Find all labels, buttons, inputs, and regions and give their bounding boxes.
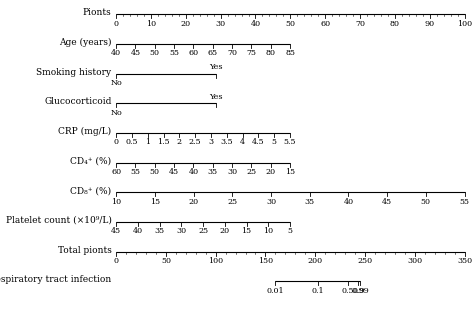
Text: Yes: Yes xyxy=(209,63,222,71)
Text: Age (years): Age (years) xyxy=(59,38,111,47)
Text: CD₈⁺ (%): CD₈⁺ (%) xyxy=(70,186,111,195)
Text: Smoking history: Smoking history xyxy=(36,68,111,77)
Text: 15: 15 xyxy=(242,227,252,235)
Text: 250: 250 xyxy=(357,257,373,265)
Text: 40: 40 xyxy=(111,49,121,57)
Text: 55: 55 xyxy=(130,168,140,176)
Text: 40: 40 xyxy=(188,168,199,176)
Text: 45: 45 xyxy=(111,227,121,235)
Text: 40: 40 xyxy=(133,227,143,235)
Text: 70: 70 xyxy=(227,49,237,57)
Text: Platelet count (×10⁹/L): Platelet count (×10⁹/L) xyxy=(6,216,111,225)
Text: 100: 100 xyxy=(457,20,472,28)
Text: 45: 45 xyxy=(169,168,179,176)
Text: 30: 30 xyxy=(216,20,226,28)
Text: Pionts: Pionts xyxy=(82,8,111,17)
Text: No: No xyxy=(110,109,122,117)
Text: Total pionts: Total pionts xyxy=(57,246,111,255)
Text: 3: 3 xyxy=(209,138,214,146)
Text: 20: 20 xyxy=(189,198,199,206)
Text: 85: 85 xyxy=(285,49,295,57)
Text: 0: 0 xyxy=(114,138,118,146)
Text: 0.5: 0.5 xyxy=(341,287,354,295)
Text: 90: 90 xyxy=(425,20,435,28)
Text: Yes: Yes xyxy=(209,93,222,101)
Text: 45: 45 xyxy=(130,49,140,57)
Text: 100: 100 xyxy=(208,257,223,265)
Text: CRP (mg/L): CRP (mg/L) xyxy=(58,127,111,136)
Text: 3.5: 3.5 xyxy=(220,138,233,146)
Text: 300: 300 xyxy=(407,257,422,265)
Text: 50: 50 xyxy=(421,198,431,206)
Text: 40: 40 xyxy=(250,20,261,28)
Text: 15: 15 xyxy=(285,168,295,176)
Text: 50: 50 xyxy=(150,168,160,176)
Text: 1.5: 1.5 xyxy=(157,138,170,146)
Text: 10: 10 xyxy=(111,198,121,206)
Text: 35: 35 xyxy=(208,168,218,176)
Text: 35: 35 xyxy=(305,198,315,206)
Text: 30: 30 xyxy=(176,227,186,235)
Text: 40: 40 xyxy=(343,198,354,206)
Text: 20: 20 xyxy=(181,20,191,28)
Text: 5.5: 5.5 xyxy=(284,138,296,146)
Text: 0.99: 0.99 xyxy=(351,287,369,295)
Text: 0.5: 0.5 xyxy=(126,138,138,146)
Text: 35: 35 xyxy=(155,227,164,235)
Text: 10: 10 xyxy=(146,20,156,28)
Text: 60: 60 xyxy=(111,168,121,176)
Text: 25: 25 xyxy=(246,168,256,176)
Text: 350: 350 xyxy=(457,257,472,265)
Text: No: No xyxy=(110,79,122,87)
Text: 4: 4 xyxy=(240,138,245,146)
Text: 70: 70 xyxy=(355,20,365,28)
Text: 30: 30 xyxy=(266,198,276,206)
Text: 2.5: 2.5 xyxy=(189,138,201,146)
Text: 10: 10 xyxy=(263,227,273,235)
Text: 60: 60 xyxy=(320,20,330,28)
Text: 20: 20 xyxy=(220,227,230,235)
Text: 20: 20 xyxy=(266,168,276,176)
Text: Risk of upper respiratory tract infection: Risk of upper respiratory tract infectio… xyxy=(0,275,111,284)
Text: 50: 50 xyxy=(150,49,160,57)
Text: 0.01: 0.01 xyxy=(266,287,284,295)
Text: 5: 5 xyxy=(272,138,277,146)
Text: 45: 45 xyxy=(382,198,392,206)
Text: Glucocorticoid: Glucocorticoid xyxy=(44,97,111,106)
Text: 30: 30 xyxy=(227,168,237,176)
Text: 75: 75 xyxy=(246,49,256,57)
Text: 150: 150 xyxy=(258,257,273,265)
Text: 60: 60 xyxy=(188,49,199,57)
Text: CD₄⁺ (%): CD₄⁺ (%) xyxy=(70,157,111,166)
Text: 25: 25 xyxy=(198,227,208,235)
Text: 5: 5 xyxy=(288,227,292,235)
Text: 65: 65 xyxy=(208,49,218,57)
Text: 0.1: 0.1 xyxy=(311,287,324,295)
Text: 15: 15 xyxy=(150,198,160,206)
Text: 80: 80 xyxy=(266,49,276,57)
Text: 55: 55 xyxy=(459,198,470,206)
Text: 80: 80 xyxy=(390,20,400,28)
Text: 0.9: 0.9 xyxy=(352,287,365,295)
Text: 25: 25 xyxy=(227,198,237,206)
Text: 50: 50 xyxy=(161,257,171,265)
Text: 0: 0 xyxy=(114,257,118,265)
Text: 50: 50 xyxy=(285,20,295,28)
Text: 4.5: 4.5 xyxy=(252,138,265,146)
Text: 55: 55 xyxy=(169,49,179,57)
Text: 2: 2 xyxy=(177,138,182,146)
Text: 1: 1 xyxy=(145,138,150,146)
Text: 0: 0 xyxy=(114,20,118,28)
Text: 200: 200 xyxy=(308,257,323,265)
